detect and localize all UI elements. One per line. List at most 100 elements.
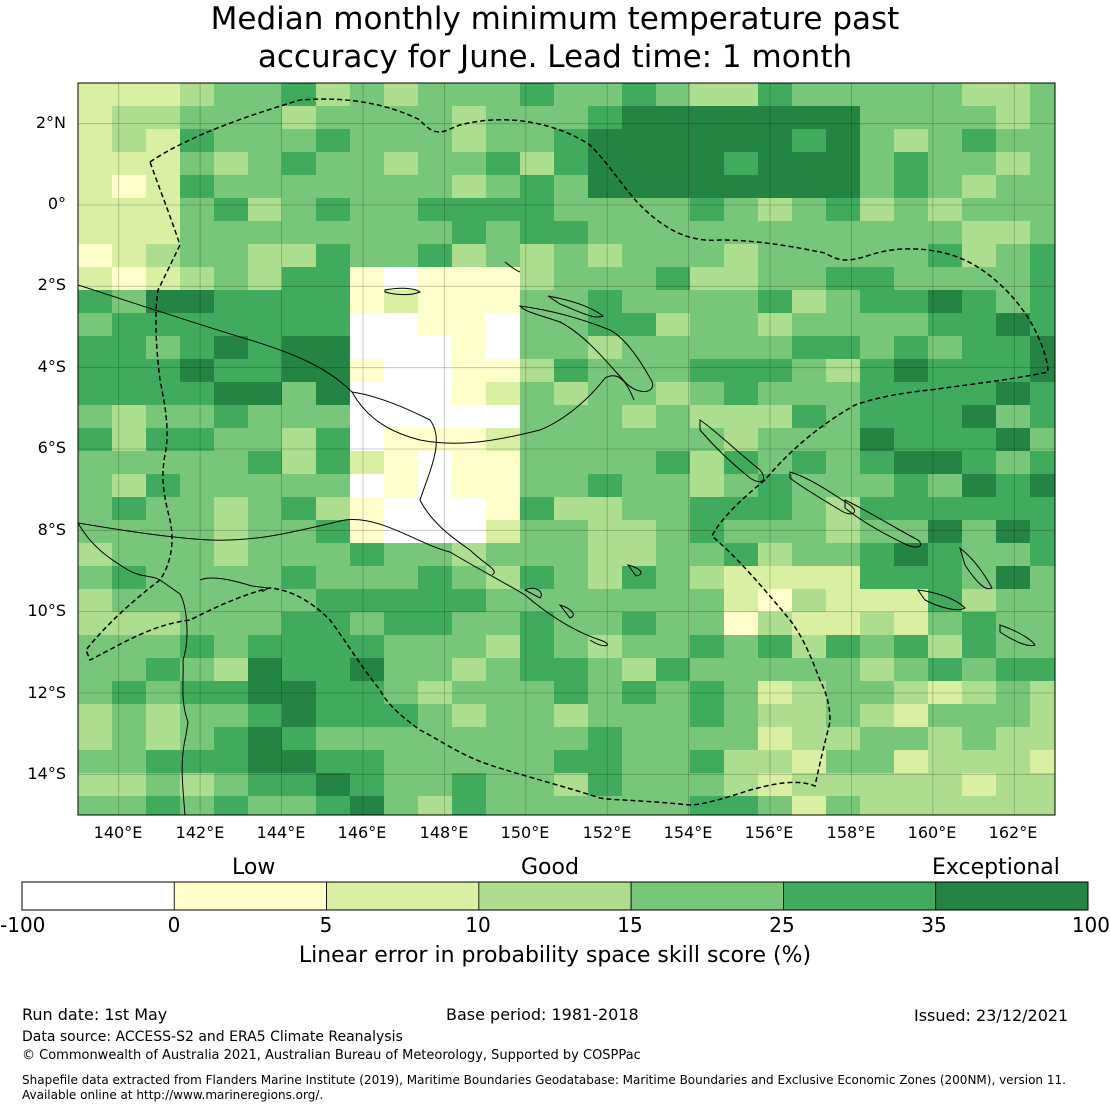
grid-cell — [214, 497, 248, 520]
grid-cell — [214, 129, 248, 152]
grid-cell — [758, 497, 792, 520]
grid-cell — [1064, 635, 1098, 658]
shapefile-credit-line-2: Available online at http://www.marinereg… — [22, 1088, 324, 1102]
grid-cell — [112, 612, 146, 635]
grid-cell — [486, 198, 520, 221]
grid-cell — [1030, 773, 1055, 796]
grid-cell — [418, 543, 452, 566]
grid-cell — [146, 451, 180, 474]
grid-cell — [350, 658, 384, 681]
grid-cell — [792, 773, 826, 796]
grid-cell — [180, 267, 214, 290]
grid-cell — [78, 175, 112, 198]
grid-cell — [860, 750, 894, 773]
grid-cell — [894, 704, 928, 727]
lon-label: 152°E — [582, 823, 632, 842]
grid-cell — [554, 336, 588, 359]
grid-cell — [486, 175, 520, 198]
grid-cell — [282, 566, 316, 589]
grid-cell — [384, 336, 418, 359]
grid-cell — [826, 382, 860, 405]
lon-label: 156°E — [744, 823, 794, 842]
lon-label: 146°E — [337, 823, 387, 842]
grid-cell — [588, 566, 622, 589]
grid-cell — [792, 635, 826, 658]
grid-cell — [486, 359, 520, 382]
grid-cell — [758, 451, 792, 474]
grid-cell — [996, 589, 1030, 612]
grid-cell — [418, 635, 452, 658]
grid-cell — [146, 175, 180, 198]
grid-cell — [928, 796, 962, 815]
grid-cell — [316, 152, 350, 175]
grid-cell — [1030, 106, 1055, 129]
grid-cell — [78, 566, 112, 589]
grid-cell — [520, 635, 554, 658]
grid-cell — [112, 129, 146, 152]
grid-cell — [826, 290, 860, 313]
grid-cell — [520, 451, 554, 474]
grid-cell — [758, 543, 792, 566]
grid-cell — [894, 106, 928, 129]
grid-cell — [350, 152, 384, 175]
grid-cell — [486, 773, 520, 796]
grid-cell — [962, 474, 996, 497]
grid-cell — [112, 681, 146, 704]
grid-cell — [996, 290, 1030, 313]
grid-cell — [724, 359, 758, 382]
grid-cell — [452, 451, 486, 474]
grid-cell — [486, 566, 520, 589]
grid-cell — [928, 267, 962, 290]
shapefile-credit-line-1: Shapefile data extracted from Flanders M… — [22, 1073, 1066, 1087]
grid-cell — [588, 520, 622, 543]
grid-cell — [724, 566, 758, 589]
grid-cell — [724, 152, 758, 175]
colorbar-segment — [21, 881, 175, 911]
grid-cell — [724, 198, 758, 221]
grid-cell — [894, 750, 928, 773]
admiralty-islets — [504, 261, 521, 273]
grid-cell — [622, 750, 656, 773]
grid-cell — [520, 796, 554, 815]
grid-cell — [826, 83, 860, 106]
grid-cell — [384, 313, 418, 336]
grid-cell — [724, 290, 758, 313]
grid-cell — [1030, 129, 1055, 152]
grid-cell — [384, 221, 418, 244]
grid-cell — [554, 474, 588, 497]
grid-cell — [962, 681, 996, 704]
grid-cell — [384, 543, 418, 566]
grid-cell — [656, 267, 690, 290]
grid-cell — [996, 796, 1030, 815]
grid-cell — [78, 658, 112, 681]
grid-cell — [350, 773, 384, 796]
grid-cell — [758, 359, 792, 382]
grid-cell — [758, 727, 792, 750]
grid-cell — [180, 244, 214, 267]
grid-cell — [1030, 428, 1055, 451]
grid-cell — [928, 497, 962, 520]
grid-cell — [486, 405, 520, 428]
grid-cell — [486, 83, 520, 106]
grid-cell — [962, 727, 996, 750]
grid-cell — [962, 497, 996, 520]
grid-cell — [180, 796, 214, 815]
grid-cell — [1030, 497, 1055, 520]
grid-cell — [1064, 313, 1098, 336]
grid-cell — [180, 704, 214, 727]
grid-cell — [996, 635, 1030, 658]
grid-cell — [248, 750, 282, 773]
grid-cell — [486, 221, 520, 244]
grid-cell — [554, 267, 588, 290]
grid-cell — [588, 336, 622, 359]
grid-cell — [622, 681, 656, 704]
grid-cell — [146, 198, 180, 221]
grid-cell — [860, 704, 894, 727]
grid-cell — [1064, 405, 1098, 428]
grid-cell — [758, 658, 792, 681]
grid-cell — [962, 129, 996, 152]
grid-cell — [860, 635, 894, 658]
grid-cell — [452, 198, 486, 221]
grid-cell — [112, 244, 146, 267]
grid-cell — [418, 198, 452, 221]
